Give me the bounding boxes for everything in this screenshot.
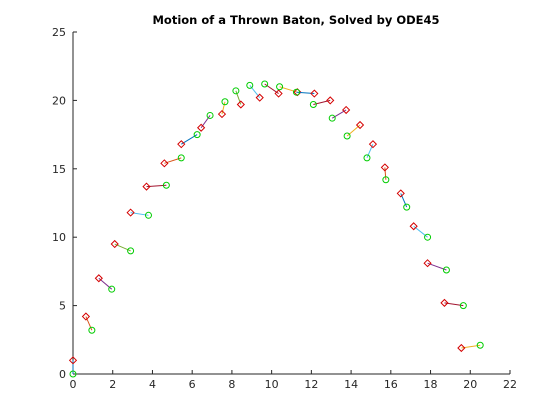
baton-segment xyxy=(221,101,226,115)
baton-end-a-marker xyxy=(440,298,449,307)
baton-end-b-marker xyxy=(193,131,201,139)
baton-end-a-marker xyxy=(68,356,78,365)
baton-end-a-marker xyxy=(355,120,365,130)
x-tick-label: 16 xyxy=(384,378,398,391)
y-tick-label: 10 xyxy=(52,231,66,244)
baton-end-b-marker xyxy=(177,154,185,162)
y-tick-label: 15 xyxy=(52,163,66,176)
baton-end-b-marker xyxy=(403,203,411,211)
baton-end-a-marker xyxy=(409,222,418,231)
x-tick-label: 18 xyxy=(424,378,438,391)
x-tick-label: 6 xyxy=(189,378,196,391)
x-tick-label: 22 xyxy=(503,378,517,391)
axes: 0 2 4 6 8 10 12 14 16 18 20 22 0 5 10 15 20 25 xyxy=(52,26,517,391)
baton-end-a-marker xyxy=(255,93,264,102)
plot-area xyxy=(68,80,484,378)
baton-end-b-marker xyxy=(442,266,450,274)
baton-end-b-marker xyxy=(328,114,336,122)
baton-end-b-marker xyxy=(343,132,351,140)
baton-end-a-marker xyxy=(236,100,245,109)
baton-end-a-marker xyxy=(94,274,103,283)
baton-end-b-marker xyxy=(261,80,269,88)
baton-end-a-marker xyxy=(81,312,91,321)
baton-end-b-marker xyxy=(144,211,152,219)
baton-end-b-marker xyxy=(424,233,432,241)
x-tick-label: 8 xyxy=(228,378,235,391)
baton-end-b-marker xyxy=(221,98,229,106)
baton-end-b-marker xyxy=(88,326,96,334)
baton-end-a-marker xyxy=(326,96,335,105)
baton-end-a-marker xyxy=(342,105,351,115)
baton-end-a-marker xyxy=(160,159,169,168)
baton-end-b-marker xyxy=(69,370,77,378)
baton-end-a-marker xyxy=(217,109,227,119)
baton-end-a-marker xyxy=(423,259,432,268)
y-tick-label: 25 xyxy=(52,26,66,39)
baton-end-b-marker xyxy=(382,176,390,184)
baton-end-a-marker xyxy=(177,140,186,149)
y-tick-label: 0 xyxy=(59,368,66,381)
x-tick-label: 10 xyxy=(265,378,279,391)
baton-end-a-marker xyxy=(110,239,119,249)
baton-end-b-marker xyxy=(162,181,170,189)
baton-end-a-marker xyxy=(310,89,319,98)
baton-end-a-marker xyxy=(380,163,389,172)
baton-end-b-marker xyxy=(309,101,317,109)
baton-end-b-marker xyxy=(246,81,254,89)
baton-end-a-marker xyxy=(274,89,283,98)
x-tick-label: 2 xyxy=(109,378,116,391)
baton-end-b-marker xyxy=(232,87,240,95)
y-tick-label: 5 xyxy=(59,300,66,313)
baton-end-b-marker xyxy=(206,111,214,119)
y-tick-label: 20 xyxy=(52,94,66,107)
baton-end-a-marker xyxy=(142,182,151,191)
x-tick-label: 4 xyxy=(149,378,156,391)
x-tick-label: 20 xyxy=(463,378,477,391)
baton-end-b-marker xyxy=(127,247,135,255)
baton-end-a-marker xyxy=(396,189,405,198)
baton-end-b-marker xyxy=(292,88,300,96)
baton-end-a-marker xyxy=(126,208,135,217)
x-tick-label: 14 xyxy=(344,378,358,391)
x-tick-label: 0 xyxy=(70,378,77,391)
baton-end-b-marker xyxy=(476,341,484,349)
baton-end-b-marker xyxy=(276,83,284,91)
x-tick-label: 12 xyxy=(304,378,318,391)
baton-end-b-marker xyxy=(108,285,116,293)
baton-end-a-marker xyxy=(457,343,466,353)
baton-end-b-marker xyxy=(459,302,467,310)
baton-end-b-marker xyxy=(363,154,371,162)
baton-end-a-marker xyxy=(368,140,378,149)
baton-end-a-marker xyxy=(197,123,206,132)
baton-segment xyxy=(384,167,387,180)
chart-title: Motion of a Thrown Baton, Solved by ODE4… xyxy=(152,13,439,27)
